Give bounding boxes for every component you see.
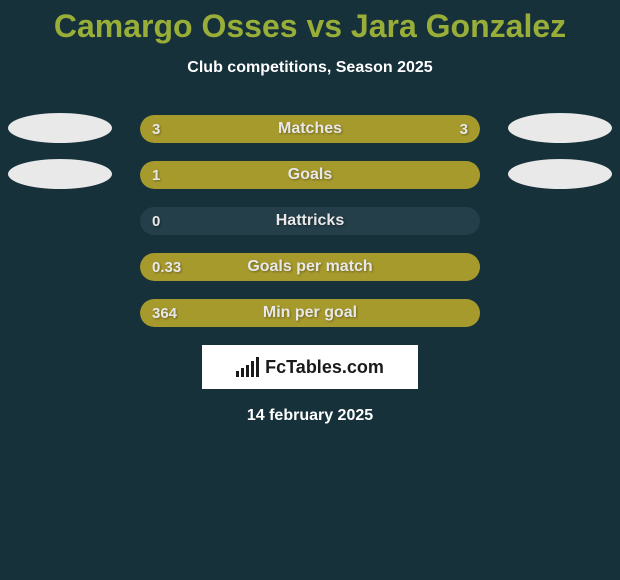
player-badge-right bbox=[508, 159, 612, 189]
subtitle: Club competitions, Season 2025 bbox=[0, 59, 620, 77]
stat-bar: 1Goals bbox=[140, 161, 480, 189]
stat-row: 33Matches bbox=[0, 115, 620, 143]
stat-bar: 33Matches bbox=[140, 115, 480, 143]
stat-row: 0.33Goals per match bbox=[0, 253, 620, 281]
player-badge-left bbox=[8, 159, 112, 189]
stat-label: Goals per match bbox=[140, 258, 480, 276]
stat-label: Hattricks bbox=[140, 212, 480, 230]
logo-box: FcTables.com bbox=[202, 345, 418, 389]
stat-row: 1Goals bbox=[0, 161, 620, 189]
stats-area: 33Matches 1Goals 0Hattricks 0.33Goals per m… bbox=[0, 115, 620, 327]
stat-row: 0Hattricks bbox=[0, 207, 620, 235]
stat-row: 364Min per goal bbox=[0, 299, 620, 327]
player-badge-left bbox=[8, 113, 112, 143]
stat-bar: 0.33Goals per match bbox=[140, 253, 480, 281]
page-title: Camargo Osses vs Jara Gonzalez bbox=[0, 0, 620, 45]
logo-text: FcTables.com bbox=[265, 357, 384, 378]
stat-label: Min per goal bbox=[140, 304, 480, 322]
stat-label: Goals bbox=[140, 166, 480, 184]
stat-bar: 364Min per goal bbox=[140, 299, 480, 327]
logo-bars-icon bbox=[236, 357, 259, 377]
date: 14 february 2025 bbox=[0, 407, 620, 425]
player-badge-right bbox=[508, 113, 612, 143]
comparison-card: Camargo Osses vs Jara Gonzalez Club comp… bbox=[0, 0, 620, 580]
stat-bar: 0Hattricks bbox=[140, 207, 480, 235]
stat-label: Matches bbox=[140, 120, 480, 138]
